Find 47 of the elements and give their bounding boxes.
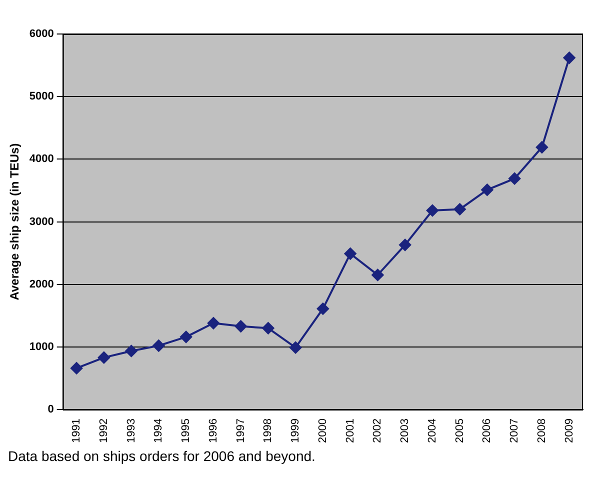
y-tick-label: 3000 xyxy=(29,216,54,228)
point xyxy=(372,268,384,281)
point xyxy=(234,320,247,332)
point xyxy=(563,52,576,64)
point xyxy=(426,204,438,216)
x-tick-label: 2004 xyxy=(426,418,438,444)
point xyxy=(290,342,302,354)
x-tick-label: 2009 xyxy=(563,418,576,444)
y-tick-label: 6000 xyxy=(29,28,54,40)
point xyxy=(262,322,274,334)
x-tick-label: 2007 xyxy=(508,418,521,444)
x-tick-label: 2006 xyxy=(481,418,494,444)
point xyxy=(98,352,110,364)
point xyxy=(125,345,138,358)
y-tick-label: 2000 xyxy=(29,278,54,290)
point xyxy=(70,362,83,374)
y-axis-title: Average ship size (in TEUs) xyxy=(8,143,22,300)
y-tick-label: 1000 xyxy=(29,340,54,353)
y-tick-label: 4000 xyxy=(29,153,54,166)
point xyxy=(481,184,494,196)
point xyxy=(316,302,329,315)
point xyxy=(399,238,412,251)
x-tick-label: 2003 xyxy=(399,418,412,444)
point xyxy=(344,248,356,260)
x-tick-label: 1994 xyxy=(152,418,165,444)
point xyxy=(152,340,165,352)
x-tick-label: 1999 xyxy=(290,418,302,444)
x-tick-label: 2008 xyxy=(536,418,548,444)
x-tick-label: 1996 xyxy=(207,418,220,444)
point xyxy=(508,172,521,185)
x-tick-label: 2002 xyxy=(372,418,384,444)
x-tick-label: 2000 xyxy=(316,418,329,444)
x-tick-label: 1992 xyxy=(98,418,110,444)
x-tick-label: 2005 xyxy=(454,418,466,444)
text: Data based on ships orders for 2006 and beyond. xyxy=(8,448,316,465)
y-tick-label: 5000 xyxy=(29,90,54,103)
x-tick-label: 1993 xyxy=(125,418,138,444)
point xyxy=(536,141,548,154)
x-tick-label: 2001 xyxy=(344,418,356,444)
x-tick-label: 1995 xyxy=(180,418,192,444)
point xyxy=(180,330,192,343)
x-tick-label: 1997 xyxy=(234,418,247,444)
y-tick-label: 0 xyxy=(48,404,54,416)
point xyxy=(207,317,220,330)
x-tick-label: 1991 xyxy=(70,418,83,444)
x-tick-label: 1998 xyxy=(262,418,274,444)
point xyxy=(454,203,466,216)
